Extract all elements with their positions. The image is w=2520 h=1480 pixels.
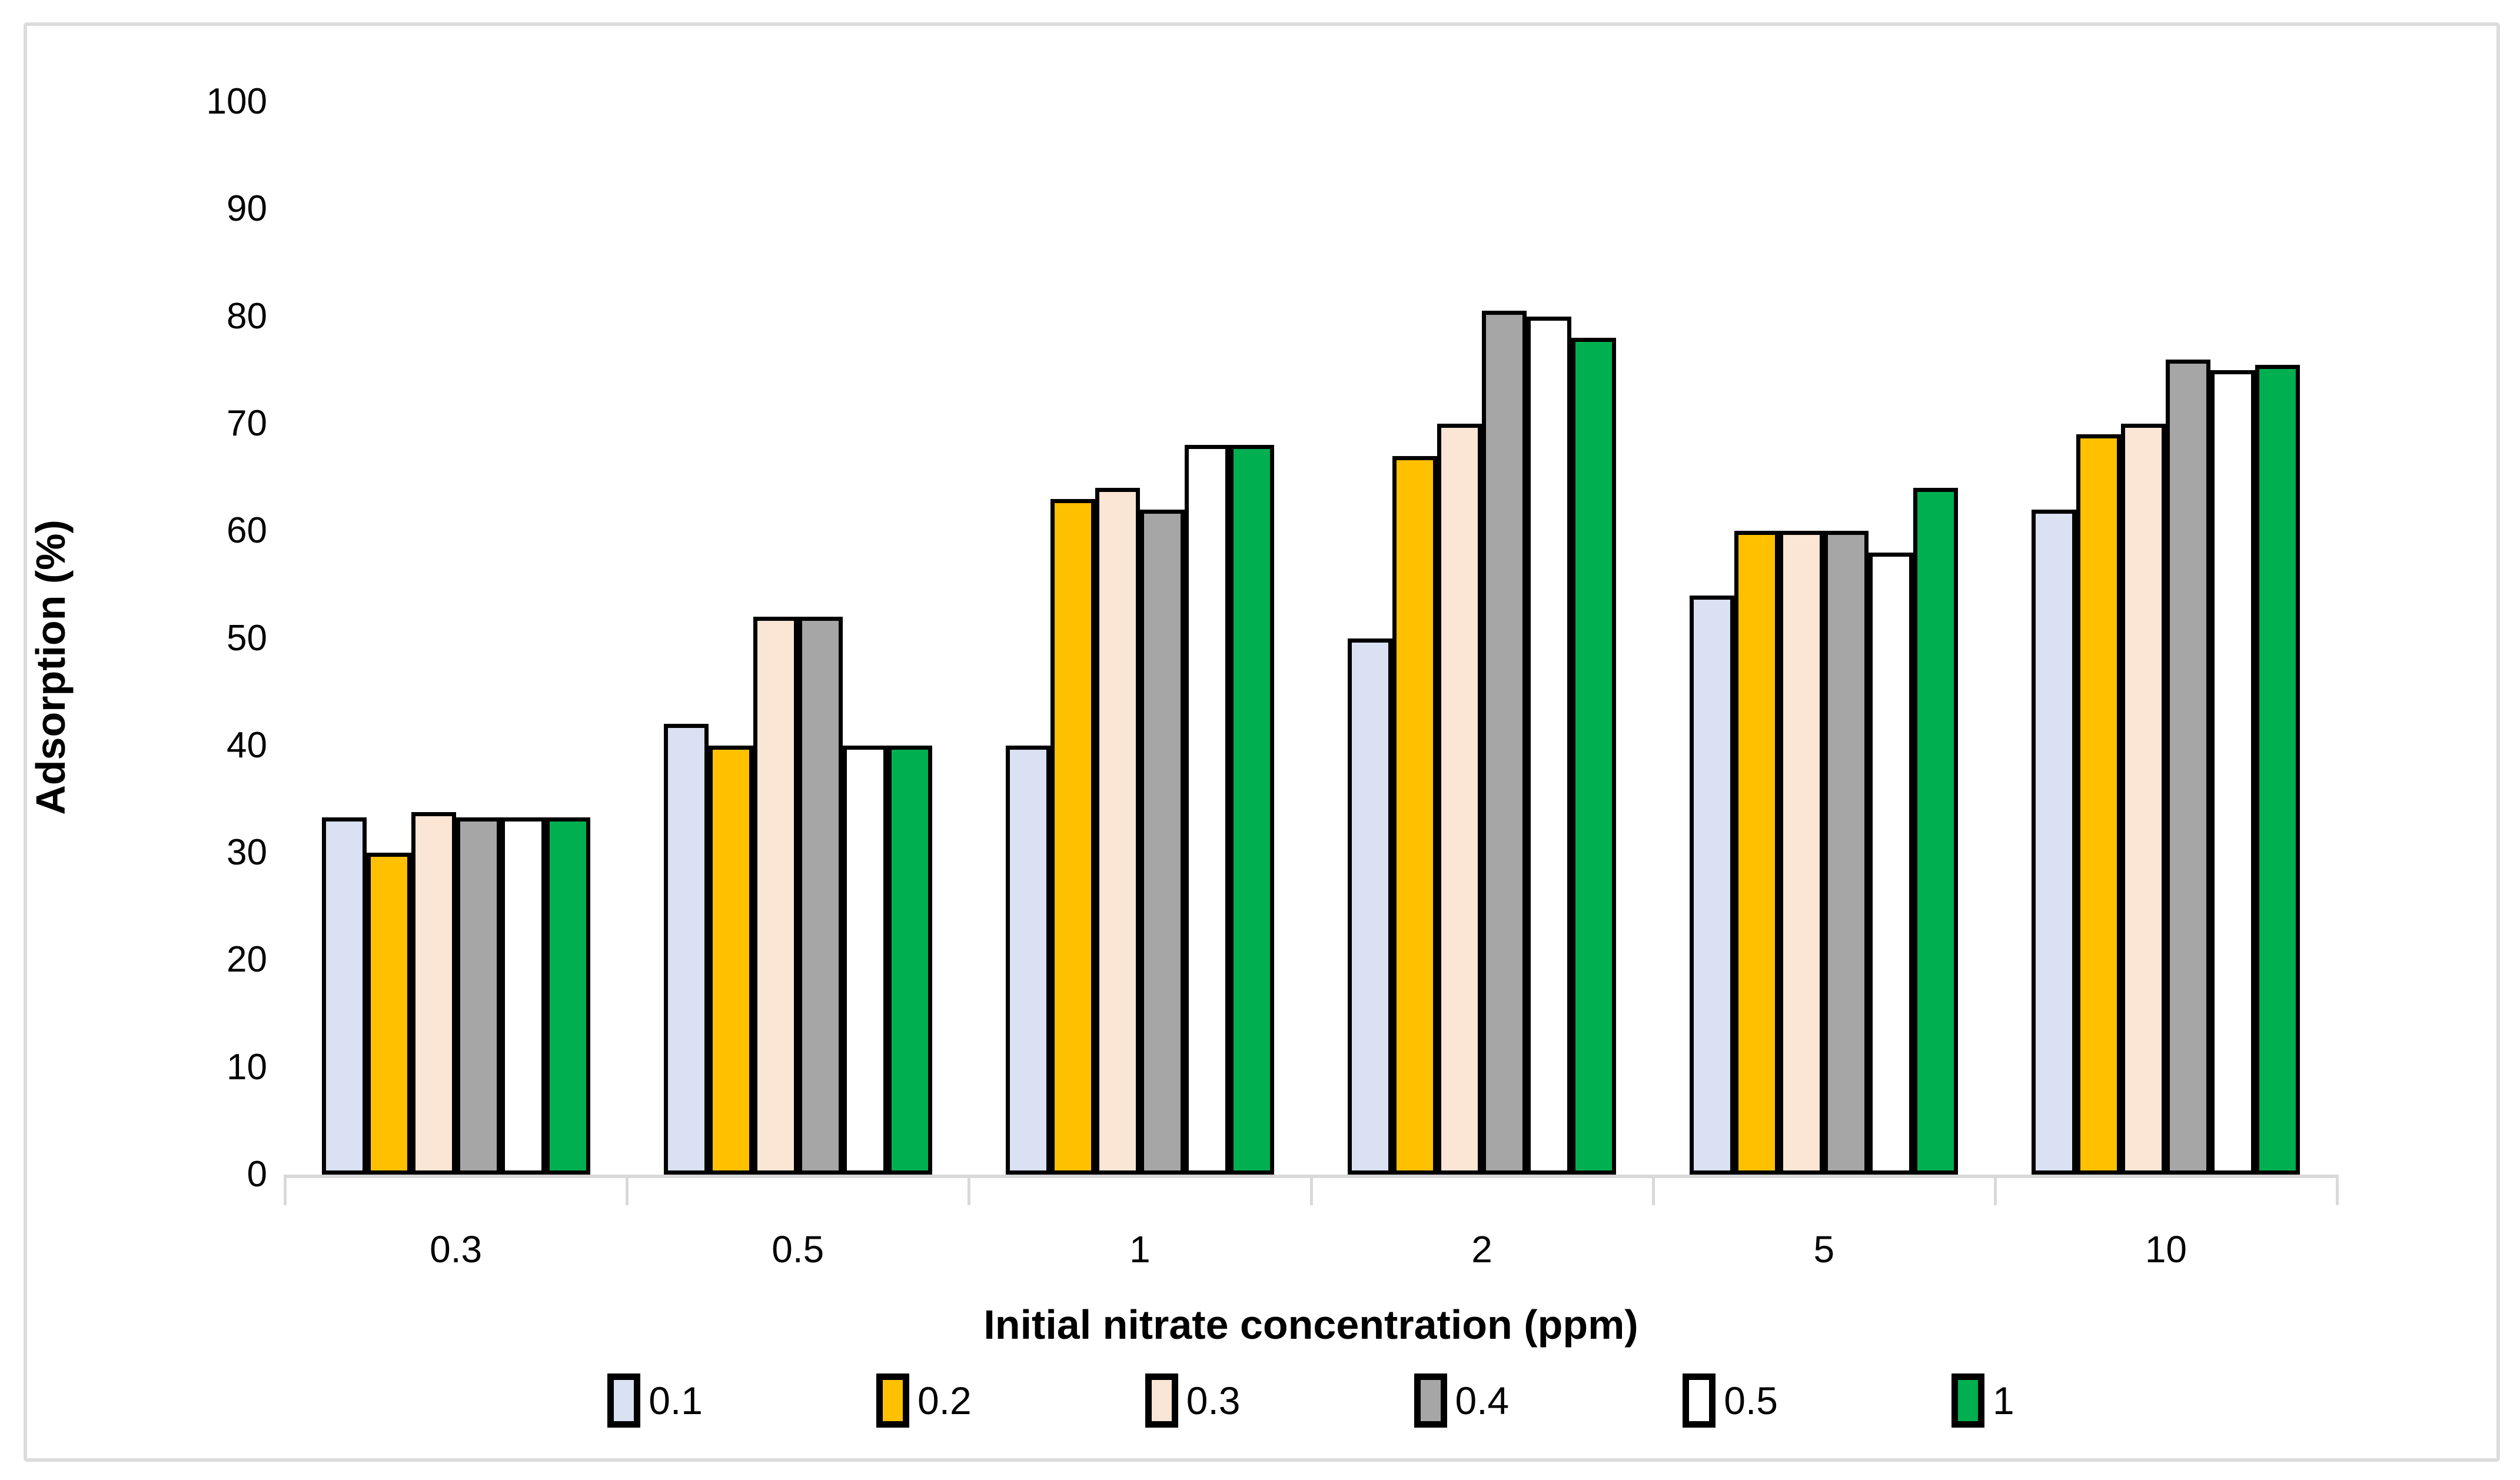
- bar-0.5-series-0.2: [708, 745, 753, 1175]
- x-axis-tick: [1651, 1175, 1655, 1205]
- x-axis-tick: [968, 1175, 971, 1205]
- legend-label: 1: [1993, 1379, 2014, 1422]
- bar-5-series-0.4: [1824, 531, 1869, 1175]
- bar-10-series-0.5: [2210, 370, 2256, 1175]
- bar-1-series-0.1: [1005, 745, 1050, 1175]
- bar-10-series-0.4: [2166, 359, 2211, 1175]
- legend-swatch-icon: [1145, 1373, 1178, 1428]
- x-category-label: 5: [1813, 1228, 1835, 1271]
- bar-2-series-0.4: [1482, 311, 1527, 1175]
- bar-5-series-0.5: [1869, 552, 1914, 1175]
- bar-2-series-1: [1571, 338, 1617, 1175]
- legend-swatch-icon: [1951, 1373, 1985, 1428]
- legend-item-0.5: 0.5: [1683, 1373, 1778, 1428]
- y-tick-label: 10: [227, 1046, 267, 1087]
- y-tick-label: 90: [227, 188, 267, 230]
- y-tick-label: 100: [206, 81, 267, 122]
- x-axis-tick: [1309, 1175, 1313, 1205]
- legend-swatch-icon: [607, 1373, 641, 1428]
- bar-0.5-series-1: [887, 745, 932, 1175]
- bar-10-series-1: [2255, 364, 2300, 1175]
- bar-1-series-0.3: [1095, 488, 1140, 1175]
- x-category-label: 2: [1471, 1228, 1492, 1271]
- y-tick-label: 70: [227, 403, 267, 444]
- bar-2-series-0.3: [1437, 423, 1482, 1175]
- y-tick-label: 50: [227, 617, 267, 658]
- legend-item-1: 1: [1951, 1373, 2014, 1428]
- x-category-label: 10: [2145, 1228, 2187, 1271]
- x-category-label: 1: [1129, 1228, 1151, 1271]
- y-tick-label: 0: [247, 1154, 267, 1195]
- y-axis-title: Adsorption (%): [28, 520, 74, 815]
- bar-10-series-0.2: [2076, 434, 2122, 1175]
- legend-label: 0.1: [649, 1379, 703, 1422]
- y-tick-label: 80: [227, 295, 267, 337]
- bar-0.3-series-1: [545, 817, 590, 1175]
- legend-label: 0.4: [1455, 1379, 1510, 1422]
- bar-5-series-0.1: [1690, 595, 1735, 1175]
- bar-2-series-0.5: [1527, 316, 1572, 1175]
- y-tick-label: 60: [227, 510, 267, 551]
- bar-0.3-series-0.4: [456, 817, 501, 1175]
- legend-item-0.4: 0.4: [1414, 1373, 1510, 1428]
- legend-item-0.3: 0.3: [1145, 1373, 1241, 1428]
- x-category-label: 0.3: [430, 1228, 483, 1271]
- legend-swatch-icon: [876, 1373, 910, 1428]
- bar-2-series-0.1: [1348, 638, 1393, 1175]
- y-tick-label: 40: [227, 724, 267, 766]
- legend-label: 0.3: [1186, 1379, 1241, 1422]
- bar-0.3-series-0.2: [366, 853, 411, 1175]
- legend-label: 0.5: [1724, 1379, 1778, 1422]
- bar-0.5-series-0.5: [842, 745, 887, 1175]
- bar-0.3-series-0.1: [321, 817, 367, 1175]
- bar-5-series-0.2: [1734, 531, 1780, 1175]
- bar-2-series-0.2: [1392, 455, 1438, 1175]
- legend-item-0.1: 0.1: [607, 1373, 703, 1428]
- y-tick-label: 20: [227, 939, 267, 980]
- bar-0.5-series-0.1: [663, 724, 709, 1175]
- bar-1-series-0.4: [1139, 509, 1185, 1175]
- legend-label: 0.2: [917, 1379, 972, 1422]
- bar-0.5-series-0.4: [797, 617, 843, 1175]
- legend-swatch-icon: [1683, 1373, 1716, 1428]
- x-category-label: 0.5: [772, 1228, 825, 1271]
- x-axis-tick: [2336, 1175, 2339, 1205]
- chart-figure: Adsorption (%) 0 10 20 30 40 50 60 70 80 90 100 0.…: [24, 22, 2500, 1462]
- bar-5-series-1: [1913, 488, 1959, 1175]
- bar-10-series-0.1: [2032, 509, 2077, 1175]
- bar-10-series-0.3: [2121, 423, 2166, 1175]
- bar-0.3-series-0.3: [411, 811, 456, 1175]
- legend-item-0.2: 0.2: [876, 1373, 972, 1428]
- x-axis-tick: [1993, 1175, 1997, 1205]
- bar-1-series-0.5: [1184, 445, 1229, 1175]
- legend: 0.1 0.2 0.3 0.4 0.5 1: [285, 1373, 2337, 1428]
- y-tick-label: 30: [227, 832, 267, 873]
- bar-5-series-0.3: [1779, 531, 1824, 1175]
- bar-1-series-1: [1229, 445, 1274, 1175]
- bar-0.5-series-0.3: [753, 617, 798, 1175]
- bar-0.3-series-0.5: [500, 817, 546, 1175]
- bar-1-series-0.2: [1050, 498, 1095, 1175]
- x-axis-tick: [284, 1175, 287, 1205]
- x-axis-title: Initial nitrate concentration (ppm): [983, 1302, 1638, 1348]
- x-axis-tick: [626, 1175, 629, 1205]
- legend-swatch-icon: [1414, 1373, 1447, 1428]
